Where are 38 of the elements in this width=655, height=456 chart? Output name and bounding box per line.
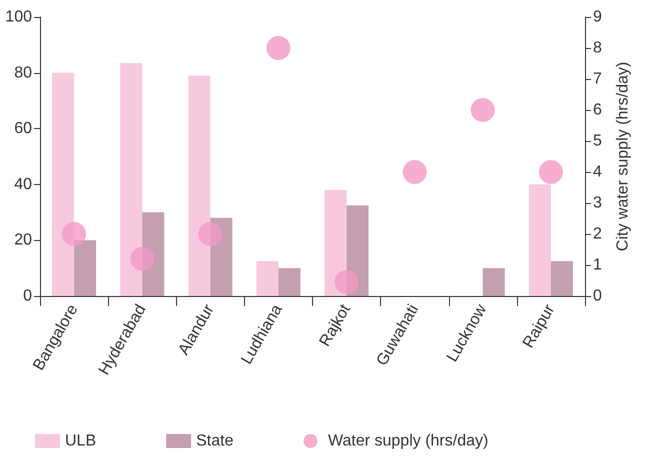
y2-tick-label: 8 bbox=[593, 40, 602, 56]
point bbox=[538, 160, 563, 184]
point bbox=[266, 36, 290, 60]
legend-label: Water supply (hrs/day) bbox=[328, 432, 488, 450]
bar bbox=[550, 261, 573, 296]
y2-tick-label: 9 bbox=[593, 8, 602, 26]
y-tick-label: 60 bbox=[14, 120, 32, 138]
point bbox=[334, 270, 359, 294]
point bbox=[62, 222, 86, 246]
y2-tick-label: 3 bbox=[593, 194, 602, 212]
bar bbox=[120, 63, 142, 296]
bar bbox=[324, 190, 347, 296]
legend-label: ULB bbox=[65, 432, 96, 450]
bar bbox=[482, 268, 505, 296]
point bbox=[402, 160, 427, 184]
y2-tick-label: 5 bbox=[593, 132, 602, 150]
point bbox=[130, 246, 154, 271]
y-tick-label: 100 bbox=[5, 8, 32, 26]
legend-label: State bbox=[196, 432, 234, 450]
bar bbox=[74, 240, 96, 296]
bar bbox=[52, 72, 74, 296]
bar bbox=[528, 184, 551, 296]
y2-tick-label: 0 bbox=[593, 288, 602, 304]
bar bbox=[278, 268, 300, 296]
y2-tick-label: 2 bbox=[593, 226, 602, 242]
bar bbox=[256, 261, 278, 296]
point bbox=[198, 222, 222, 246]
y2-axis-title: City water supply (hrs/day) bbox=[614, 62, 632, 252]
y2-tick-label: 6 bbox=[593, 102, 602, 118]
y2-tick-label: 4 bbox=[593, 164, 602, 180]
y2-tick-label: 7 bbox=[593, 70, 602, 88]
bar bbox=[188, 76, 210, 296]
y-tick-label: 20 bbox=[14, 232, 32, 249]
y-tick-label: 80 bbox=[14, 64, 32, 82]
point bbox=[470, 98, 495, 122]
y2-tick-label: 1 bbox=[593, 256, 602, 274]
y-tick-label: 40 bbox=[14, 176, 32, 193]
y-tick-label: 0 bbox=[23, 288, 32, 304]
